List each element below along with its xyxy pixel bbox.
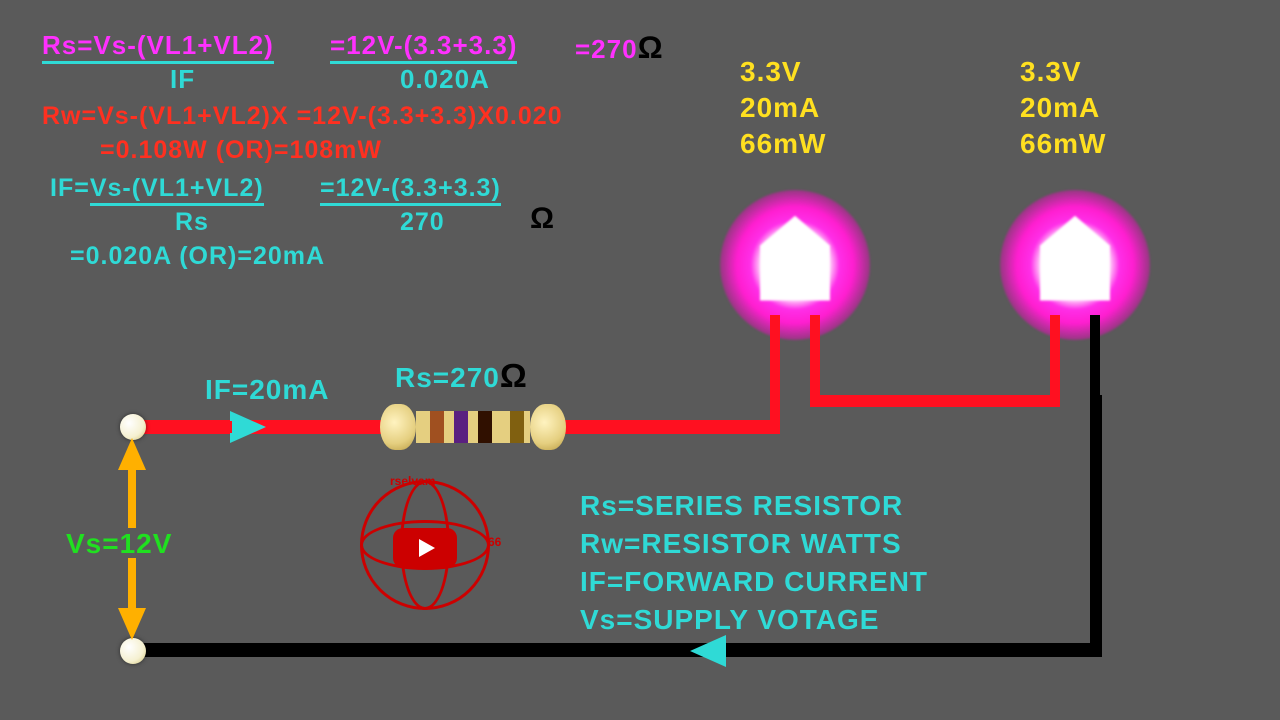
arrow-if xyxy=(230,411,266,443)
formula-rw-line1: Rw=Vs-(VL1+VL2)X =12V-(3.3+3.3)X0.020 xyxy=(42,102,563,131)
formula-rs-denom1: IF xyxy=(170,64,195,95)
formula-rs-mid: =12V-(3.3+3.3) xyxy=(330,30,517,61)
formula-rs-result: =270Ω xyxy=(575,30,664,66)
wire-right-down xyxy=(1090,395,1102,655)
led2-lead-right xyxy=(1090,315,1100,405)
led-2 xyxy=(1000,190,1150,340)
node-positive xyxy=(120,414,146,440)
formula-if-denom1: Rs xyxy=(175,208,209,237)
led2-spec-p: 66mW xyxy=(1020,128,1106,160)
arrow-if-tail xyxy=(170,421,232,433)
led1-spec-p: 66mW xyxy=(740,128,826,160)
arrow-vs-up xyxy=(118,438,146,470)
arrow-vs-down xyxy=(118,608,146,640)
label-rs: Rs=270Ω xyxy=(395,358,528,396)
led1-lead-left xyxy=(770,315,780,405)
wire-led-bridge xyxy=(810,395,1060,407)
label-if: IF=20mA xyxy=(205,374,330,406)
led1-spec-i: 20mA xyxy=(740,92,820,124)
led2-lead-left xyxy=(1050,315,1060,405)
led-1 xyxy=(720,190,870,340)
legend-if: IF=FORWARD CURRENT xyxy=(580,566,928,598)
formula-if-unit: Ω xyxy=(530,202,555,236)
led2-spec-v: 3.3V xyxy=(1020,56,1082,88)
formula-if-lhs: IF=Vs-(VL1+VL2) xyxy=(50,174,264,203)
arrow-vs-stem-down xyxy=(128,558,136,610)
resistor xyxy=(380,404,566,450)
arrow-return xyxy=(690,635,726,667)
watermark-logo: rselvam 66 xyxy=(360,480,490,610)
wire-up-to-led1 xyxy=(770,395,780,434)
legend-rs: Rs=SERIES RESISTOR xyxy=(580,490,903,522)
formula-if-line2: =0.020A (OR)=20mA xyxy=(70,242,325,271)
legend-vs: Vs=SUPPLY VOTAGE xyxy=(580,604,880,636)
led2-spec-i: 20mA xyxy=(1020,92,1100,124)
label-vs: Vs=12V xyxy=(66,528,172,560)
formula-rw-line2: =0.108W (OR)=108mW xyxy=(100,136,382,165)
wire-bottom xyxy=(140,643,1102,657)
formula-if-denom2: 270 xyxy=(400,208,445,237)
wire-top-right xyxy=(560,420,780,434)
led1-lead-right xyxy=(810,315,820,405)
node-negative xyxy=(120,638,146,664)
led1-spec-v: 3.3V xyxy=(740,56,802,88)
formula-rs-lhs: Rs=Vs-(VL1+VL2) xyxy=(42,30,274,61)
legend-rw: Rw=RESISTOR WATTS xyxy=(580,528,902,560)
formula-if-mid: =12V-(3.3+3.3) xyxy=(320,174,501,203)
formula-rs-denom2: 0.020A xyxy=(400,64,490,95)
arrow-vs-stem-up xyxy=(128,468,136,528)
